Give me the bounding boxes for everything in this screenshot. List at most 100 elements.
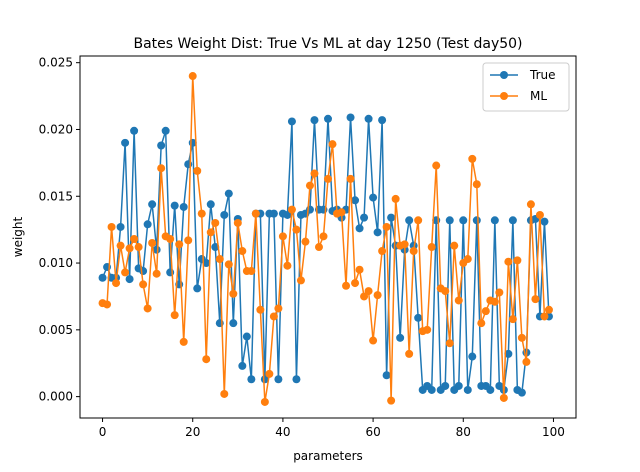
data-point — [247, 375, 256, 384]
data-point — [229, 319, 238, 328]
x-tick-label: 0 — [99, 425, 107, 439]
data-point — [355, 265, 364, 274]
series-ml — [98, 72, 553, 406]
data-point — [450, 241, 459, 250]
data-point — [405, 216, 414, 225]
y-axis-label: weight — [11, 216, 25, 257]
legend-marker-true — [500, 71, 508, 79]
data-point — [220, 389, 229, 398]
series-true — [98, 113, 553, 397]
data-point — [175, 240, 184, 249]
data-point — [486, 385, 495, 394]
data-point — [143, 304, 152, 313]
data-point — [369, 193, 378, 202]
data-point — [387, 396, 396, 405]
data-point — [391, 194, 400, 203]
data-point — [495, 288, 504, 297]
data-point — [364, 114, 373, 123]
data-point — [396, 333, 405, 342]
data-point — [382, 222, 391, 231]
data-point — [405, 349, 414, 358]
data-point — [139, 280, 148, 289]
data-point — [360, 213, 369, 222]
data-point — [274, 375, 283, 384]
data-point — [170, 311, 179, 320]
x-tick-label: 40 — [275, 425, 290, 439]
data-point — [292, 225, 301, 234]
data-point — [319, 232, 328, 241]
data-point — [125, 275, 134, 284]
data-point — [283, 210, 292, 219]
data-point — [517, 333, 526, 342]
data-point — [513, 256, 522, 265]
data-point — [193, 284, 202, 293]
data-point — [233, 218, 242, 227]
data-point — [472, 180, 481, 189]
data-point — [206, 200, 215, 209]
data-point — [378, 116, 387, 125]
data-point — [238, 247, 247, 256]
y-tick-label: 0.000 — [39, 390, 73, 404]
data-point — [508, 216, 517, 225]
data-point — [130, 235, 139, 243]
data-point — [472, 216, 481, 225]
data-point — [157, 141, 166, 150]
data-point — [337, 208, 346, 217]
y-tick-label: 0.015 — [39, 189, 73, 203]
data-point — [229, 289, 238, 298]
data-point — [161, 126, 170, 135]
data-point — [112, 279, 121, 288]
data-point — [468, 154, 477, 163]
y-tick-label: 0.005 — [39, 323, 73, 337]
data-point — [224, 189, 233, 198]
data-point — [504, 349, 513, 358]
data-point — [423, 325, 432, 334]
data-point — [202, 259, 211, 268]
x-axis-label: parameters — [293, 449, 363, 463]
data-point — [197, 209, 206, 218]
data-point — [454, 381, 463, 390]
data-point — [116, 222, 125, 231]
data-point — [121, 138, 130, 147]
y-tick-label: 0.020 — [39, 122, 73, 136]
data-point — [211, 218, 220, 227]
data-point — [296, 276, 305, 285]
data-point — [445, 216, 454, 225]
data-point — [414, 313, 423, 322]
data-point — [531, 295, 540, 304]
data-point — [517, 388, 526, 397]
data-point — [287, 205, 296, 214]
data-point — [526, 200, 535, 209]
data-point — [441, 287, 450, 296]
data-point — [256, 305, 265, 314]
data-point — [463, 385, 472, 394]
data-point — [143, 220, 152, 229]
data-point — [454, 296, 463, 305]
data-point — [179, 202, 188, 211]
data-point — [206, 228, 215, 237]
data-point — [378, 247, 387, 256]
data-point — [184, 236, 193, 245]
data-point — [251, 209, 260, 218]
data-point — [179, 337, 188, 346]
data-point — [490, 216, 499, 225]
data-point — [166, 235, 175, 243]
data-point — [369, 336, 378, 345]
data-point — [139, 267, 148, 276]
data-point — [490, 297, 499, 306]
data-point — [215, 255, 224, 264]
data-point — [98, 273, 107, 282]
data-point — [445, 339, 454, 348]
data-point — [287, 117, 296, 126]
data-point — [324, 174, 332, 183]
data-point — [211, 243, 220, 252]
data-point — [427, 243, 436, 252]
data-point — [508, 315, 517, 324]
data-point — [148, 200, 157, 209]
data-point — [260, 397, 269, 406]
chart-title: Bates Weight Dist: True Vs ML at day 125… — [133, 36, 522, 52]
data-point — [499, 393, 508, 402]
data-point — [224, 260, 233, 269]
x-tick-label: 60 — [365, 425, 380, 439]
